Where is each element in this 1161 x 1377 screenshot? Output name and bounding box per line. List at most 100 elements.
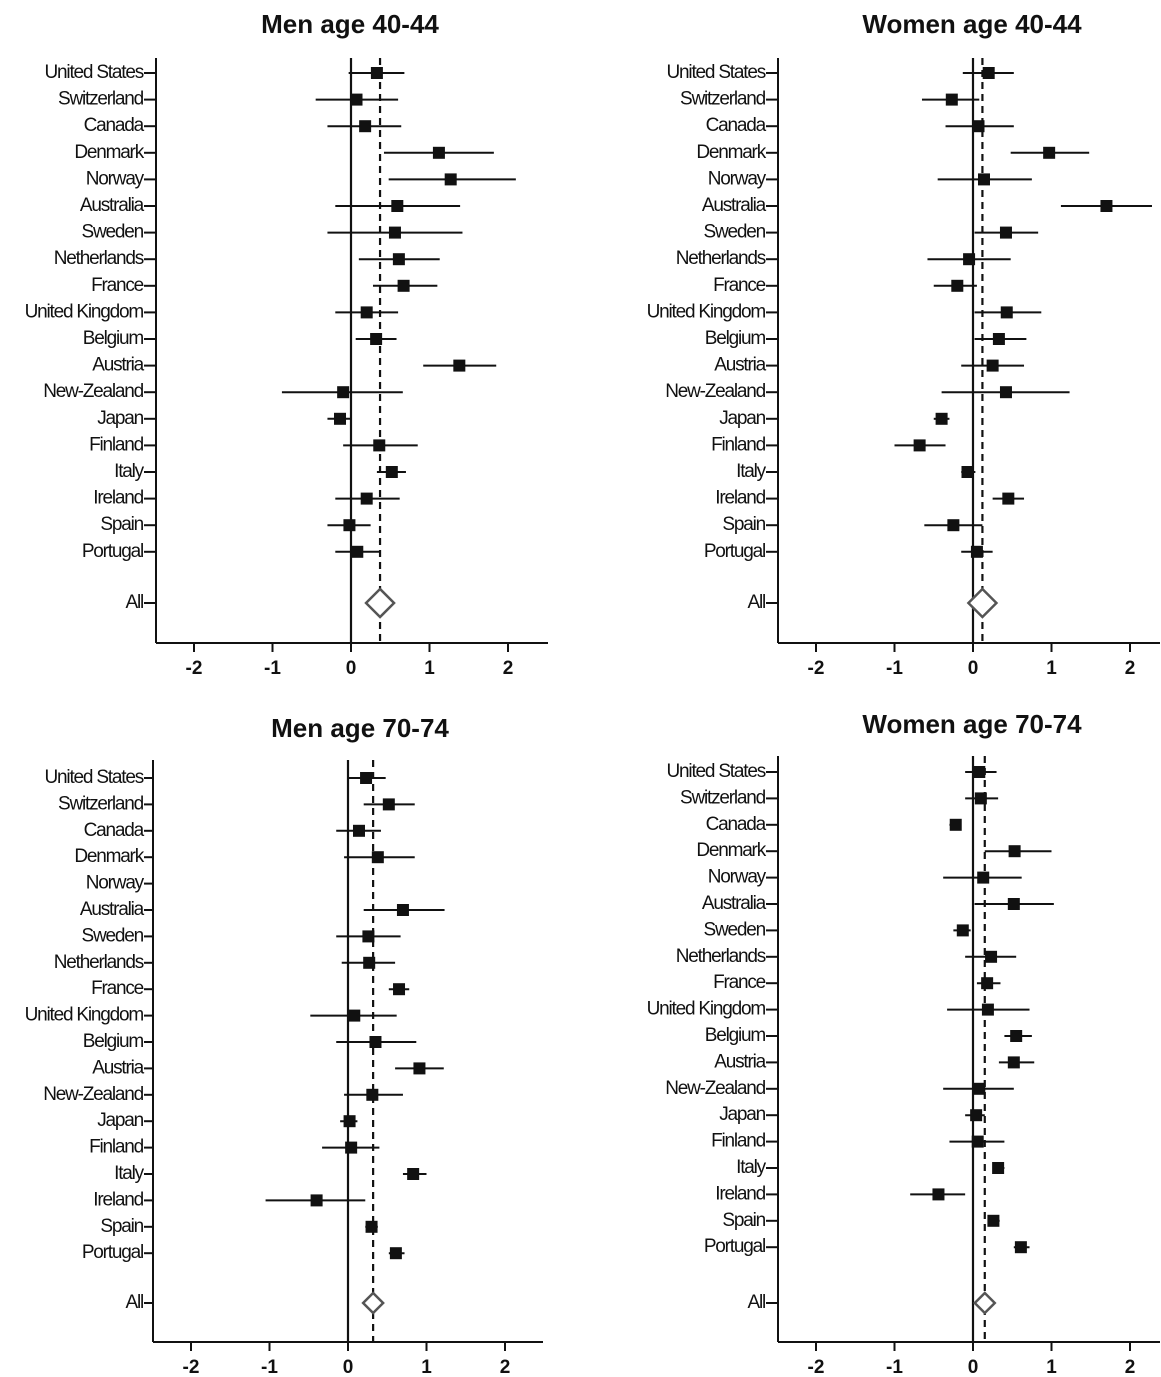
point-estimate-united-states — [973, 766, 986, 778]
country-label-austria: Austria — [92, 1057, 144, 1078]
x-tick-label: 2 — [503, 658, 514, 679]
country-label-france: France — [713, 972, 766, 993]
point-estimate-australia — [1100, 200, 1113, 212]
panel-women-age-70-74: Women age 70-74 -2 -1 0 1 2 United States Switz… — [647, 709, 1160, 1377]
pooled-diamond — [966, 587, 999, 619]
country-label-australia: Australia — [702, 893, 767, 914]
panel-women-age-40-44: Women age 40-44 -2 -1 0 1 2 United States Switz… — [647, 9, 1160, 679]
point-estimate-austria — [986, 359, 999, 372]
country-label-netherlands: Netherlands — [676, 946, 766, 967]
country-label-spain: Spain — [722, 1210, 765, 1231]
country-label-austria: Austria — [714, 1051, 766, 1072]
country-label-denmark: Denmark — [696, 142, 766, 163]
pooled-diamond — [973, 1291, 997, 1315]
point-estimate-united-states — [982, 67, 995, 79]
country-label-italy: Italy — [736, 1157, 767, 1178]
point-estimate-netherlands — [985, 950, 998, 963]
country-label-new-zealand: New-Zealand — [43, 1084, 143, 1105]
country-label-belgium: Belgium — [705, 1025, 766, 1046]
country-label-japan: Japan — [97, 1110, 143, 1131]
x-tick-label: 1 — [1046, 658, 1057, 679]
x-tick-label: -2 — [183, 1357, 200, 1377]
point-estimate-spain — [947, 519, 960, 532]
country-label-portugal: Portugal — [82, 541, 143, 562]
country-label-finland: Finland — [89, 434, 144, 455]
point-estimate-norway — [977, 173, 990, 186]
point-estimate-denmark — [1008, 845, 1021, 858]
point-estimate-new-zealand — [366, 1088, 379, 1101]
point-estimate-france — [397, 279, 410, 292]
point-estimate-canada — [972, 120, 985, 133]
country-label-france: France — [91, 978, 144, 999]
country-label-spain: Spain — [100, 514, 143, 535]
point-estimate-finland — [345, 1141, 358, 1154]
point-estimate-switzerland — [350, 93, 363, 106]
point-estimate-norway — [977, 871, 990, 884]
point-estimate-sweden — [362, 930, 375, 943]
point-estimate-belgium — [370, 333, 383, 345]
country-label-japan: Japan — [719, 1104, 765, 1125]
x-tick-label: 0 — [346, 658, 357, 679]
country-label-portugal: Portugal — [82, 1242, 143, 1263]
country-label-belgium: Belgium — [83, 1031, 144, 1052]
country-label-finland: Finland — [711, 1131, 766, 1152]
country-label-netherlands: Netherlands — [54, 248, 144, 269]
country-label-norway: Norway — [708, 867, 767, 888]
point-estimate-ireland — [360, 492, 373, 505]
x-tick-label: -2 — [186, 658, 203, 679]
country-label-sweden: Sweden — [82, 222, 144, 243]
point-estimate-italy — [385, 466, 398, 478]
point-estimate-canada — [359, 120, 372, 133]
point-estimate-portugal — [1014, 1241, 1027, 1254]
point-estimate-spain — [365, 1220, 378, 1233]
country-label-japan: Japan — [719, 408, 765, 429]
country-label-united-kingdom: United Kingdom — [25, 1005, 144, 1026]
x-tick-label: -1 — [264, 658, 281, 679]
country-label-portugal: Portugal — [704, 1236, 765, 1257]
country-label-norway: Norway — [86, 873, 145, 894]
point-estimate-australia — [1007, 898, 1020, 910]
x-tick-label: -1 — [886, 658, 903, 679]
country-label-italy: Italy — [114, 461, 145, 482]
point-estimate-new-zealand — [999, 386, 1012, 399]
country-label-sweden: Sweden — [82, 925, 144, 946]
panel-title: Women age 40-44 — [862, 9, 1082, 39]
country-label-norway: Norway — [708, 168, 767, 189]
country-label-spain: Spain — [100, 1216, 143, 1237]
country-label-austria: Austria — [714, 355, 766, 376]
country-label-united-states: United States — [45, 62, 144, 83]
country-label-ireland: Ireland — [715, 1183, 765, 1204]
x-tick-label: 2 — [1125, 1357, 1136, 1377]
country-label-ireland: Ireland — [93, 488, 143, 509]
country-label-canada: Canada — [706, 814, 767, 835]
country-label-switzerland: Switzerland — [58, 89, 144, 110]
country-label-belgium: Belgium — [705, 328, 766, 349]
country-label-italy: Italy — [736, 461, 767, 482]
point-estimate-spain — [343, 519, 356, 532]
pooled-label: All — [747, 1292, 765, 1313]
point-estimate-denmark — [1043, 146, 1056, 159]
country-label-portugal: Portugal — [704, 541, 765, 562]
x-tick-label: 1 — [421, 1357, 432, 1377]
point-estimate-japan — [935, 412, 948, 425]
country-label-sweden: Sweden — [704, 222, 766, 243]
country-label-ireland: Ireland — [93, 1189, 143, 1210]
country-label-belgium: Belgium — [83, 328, 144, 349]
country-label-united-states: United States — [667, 62, 766, 83]
point-estimate-new-zealand — [337, 386, 350, 399]
point-estimate-united-states — [370, 67, 383, 79]
country-label-canada: Canada — [706, 115, 767, 136]
point-estimate-finland — [913, 439, 926, 452]
point-estimate-sweden — [388, 226, 401, 239]
pooled-label: All — [125, 592, 143, 613]
point-estimate-austria — [413, 1062, 426, 1075]
point-estimate-france — [951, 279, 964, 292]
point-estimate-italy — [992, 1162, 1005, 1174]
x-tick-label: 2 — [500, 1357, 511, 1377]
x-tick-label: 0 — [343, 1357, 354, 1377]
country-label-united-kingdom: United Kingdom — [647, 301, 766, 322]
point-estimate-canada — [352, 824, 365, 837]
point-estimate-italy — [407, 1168, 420, 1180]
point-estimate-portugal — [389, 1247, 402, 1260]
